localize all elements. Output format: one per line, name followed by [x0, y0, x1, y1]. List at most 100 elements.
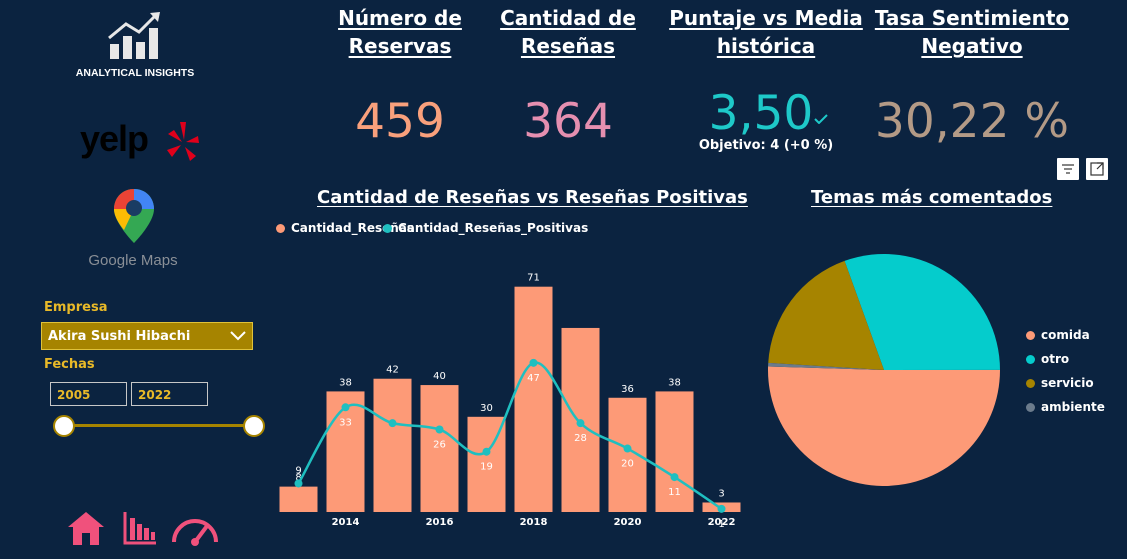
pie-legend: comida otro servicio ambiente	[1026, 328, 1105, 424]
pie-slice-ambiente[interactable]	[768, 362, 884, 370]
line-value-label: 47	[527, 373, 540, 384]
kpi-value: 30,22 %	[874, 94, 1070, 149]
line-point-2015[interactable]	[388, 419, 397, 428]
date-range-slider[interactable]	[52, 414, 266, 438]
bar-value-label: 38	[668, 377, 681, 388]
bar-2016[interactable]	[420, 385, 459, 512]
pie-slice-comida[interactable]	[768, 366, 1000, 486]
pie-legend-item[interactable]: servicio	[1026, 376, 1105, 400]
line-value-label: 1	[718, 519, 724, 530]
kpi-title: Puntaje vs Media histórica	[656, 4, 876, 60]
pie-slice-servicio[interactable]	[768, 260, 884, 370]
date-to-input[interactable]: 2022	[131, 382, 208, 406]
line-value-label: 33	[339, 417, 352, 428]
empresa-dropdown[interactable]: Akira Sushi Hibachi	[41, 322, 253, 350]
bar-2018[interactable]	[514, 286, 553, 512]
bar-value-label: 42	[386, 365, 399, 376]
filter-button[interactable]	[1057, 158, 1079, 180]
checkmark-icon	[814, 114, 828, 124]
line-point-2016[interactable]	[435, 425, 444, 434]
bar-2021[interactable]	[655, 391, 694, 512]
legend-label: servicio	[1041, 376, 1094, 390]
line-value-label: 28	[574, 433, 587, 444]
kpi-value: 459	[355, 94, 445, 149]
bar-value-label: 30	[480, 403, 493, 414]
yelp-wordmark: yelp	[80, 118, 149, 159]
line-value-label: 11	[668, 487, 681, 498]
x-tick-label: 2016	[426, 517, 454, 528]
line-point-2018[interactable]	[529, 358, 538, 367]
pie-legend-item[interactable]: comida	[1026, 328, 1105, 352]
kpi-title: Tasa Sentimiento Negativo	[862, 4, 1082, 60]
line-point-2013[interactable]	[294, 479, 303, 488]
x-tick-label: 2022	[708, 517, 736, 528]
yelp-logo: yelp	[80, 118, 210, 168]
google-maps-label: Google Maps	[88, 252, 178, 269]
bar-chart-title: Cantidad de Reseñas vs Reseñas Positivas	[317, 187, 748, 208]
focus-mode-button[interactable]	[1086, 158, 1108, 180]
pie-legend-item[interactable]: otro	[1026, 352, 1105, 376]
pie-chart-title: Temas más comentados	[811, 187, 1053, 208]
kpi-title-line2: Reservas	[348, 34, 452, 58]
kpi-title-line1: Número de	[338, 6, 462, 30]
line-point-2017[interactable]	[482, 447, 491, 456]
legend-swatch	[1026, 355, 1035, 364]
bar-2013[interactable]	[279, 486, 318, 512]
chevron-down-icon	[230, 331, 246, 341]
bar-value-label: 8	[295, 473, 301, 484]
kpi-target: Objetivo: 4 (+0 %)	[698, 138, 834, 153]
bar-value-label: 3	[718, 488, 724, 499]
x-tick-label: 2014	[332, 517, 360, 528]
kpi-title: Cantidad de Reseñas	[468, 4, 668, 60]
legend-swatch	[383, 224, 392, 233]
bar-chart-icon[interactable]	[122, 510, 158, 546]
line-point-2022[interactable]	[717, 504, 726, 513]
line-value-label: 9	[295, 465, 301, 476]
filter-icon	[1062, 164, 1074, 174]
bar-value-label: 36	[621, 384, 634, 395]
brand-name: ANALYTICAL INSIGHTS	[75, 67, 195, 79]
date-from-input[interactable]: 2005	[50, 382, 127, 406]
legend-label: ambiente	[1041, 400, 1105, 414]
bar-value-label: 40	[433, 371, 446, 382]
line-point-2020[interactable]	[623, 444, 632, 453]
legend-swatch	[1026, 379, 1035, 388]
line-point-2014[interactable]	[341, 403, 350, 412]
pie-legend-item[interactable]: ambiente	[1026, 400, 1105, 424]
home-icon[interactable]	[66, 510, 106, 546]
legend-swatch	[1026, 331, 1035, 340]
legend-item-line[interactable]: Cantidad_Reseñas_Positivas	[383, 221, 588, 235]
legend-label: Cantidad_Reseñas_Positivas	[398, 221, 589, 235]
kpi-title-line2: Reseñas	[520, 34, 616, 58]
empresa-label: Empresa	[44, 300, 108, 315]
line-value-label: 19	[480, 462, 493, 473]
gauge-icon[interactable]	[170, 512, 220, 546]
kpi-title-line1: Tasa Sentimiento	[874, 6, 1070, 30]
line-value-label: 26	[433, 439, 446, 450]
legend-swatch	[1026, 403, 1035, 412]
fechas-label: Fechas	[44, 357, 95, 372]
x-tick-label: 2018	[520, 517, 548, 528]
topics-pie-chart	[768, 254, 1000, 486]
google-maps-pin-icon	[114, 189, 154, 243]
bar-value-label: 38	[339, 377, 352, 388]
positive-reviews-line	[297, 361, 723, 510]
kpi-title: Número de Reservas	[300, 4, 500, 60]
legend-label: otro	[1041, 352, 1070, 366]
bar-2014[interactable]	[326, 391, 365, 512]
pie-slice-otro[interactable]	[844, 254, 1000, 370]
kpi-title-line1: Puntaje vs Media	[669, 6, 863, 30]
kpi-value: 3,50	[708, 86, 814, 141]
line-point-2021[interactable]	[670, 473, 679, 482]
bar-2015[interactable]	[373, 378, 412, 512]
kpi-title-line1: Cantidad de	[500, 6, 636, 30]
slider-handle-start[interactable]	[53, 415, 75, 437]
x-tick-label: 2020	[614, 517, 642, 528]
legend-swatch	[276, 224, 285, 233]
line-point-2019[interactable]	[576, 419, 585, 428]
slider-handle-end[interactable]	[243, 415, 265, 437]
slider-track	[64, 424, 254, 427]
kpi-value: 364	[523, 94, 613, 149]
expand-icon	[1090, 162, 1104, 176]
